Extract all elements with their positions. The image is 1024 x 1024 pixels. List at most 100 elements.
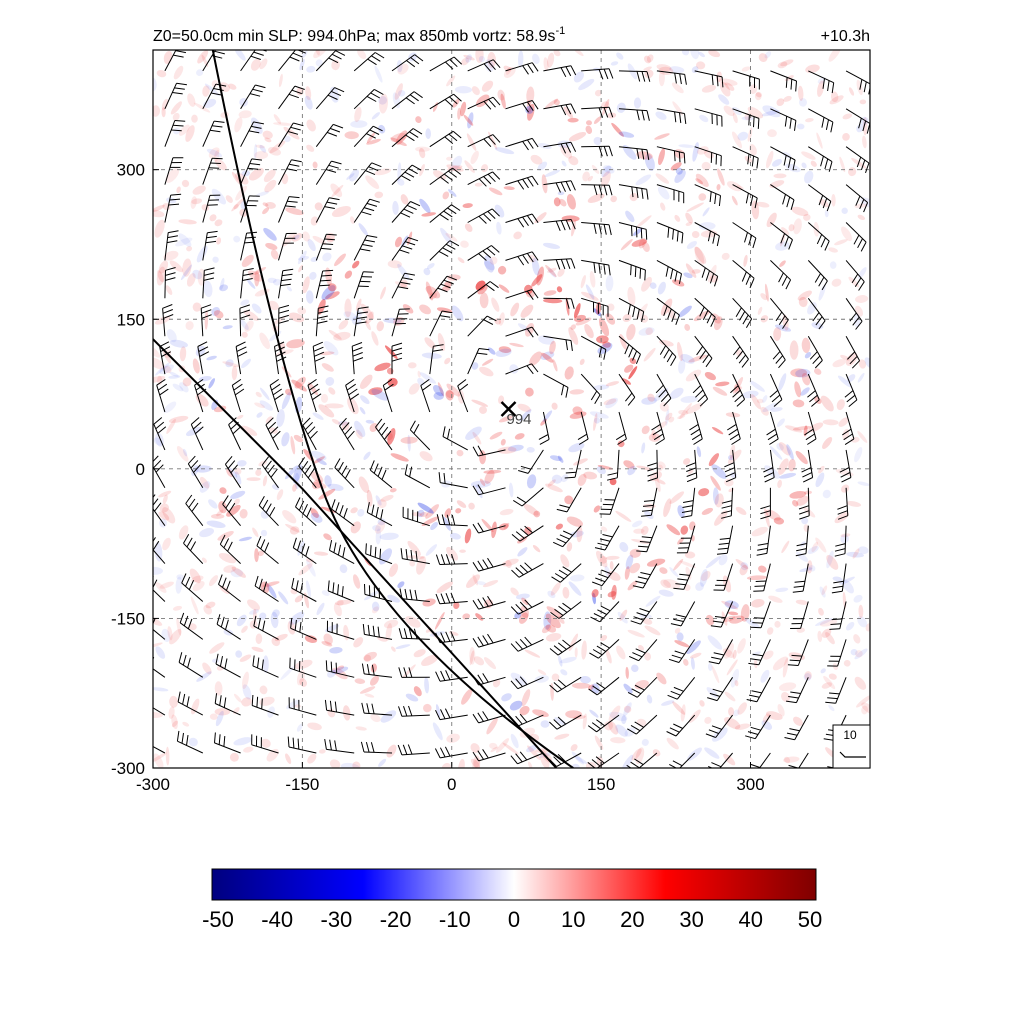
wind-barb [581, 68, 614, 80]
vorticity-cell [482, 358, 494, 366]
barb-feather [292, 52, 303, 58]
barb-feather [278, 314, 289, 319]
barb-feather [560, 220, 566, 231]
barb-feather [302, 417, 311, 426]
vorticity-cell [669, 491, 685, 504]
barb-feather [805, 433, 815, 441]
wind-barb [398, 705, 430, 717]
barb-feather [445, 593, 451, 604]
barb-feather [709, 191, 712, 203]
barb-feather [674, 73, 677, 84]
barb-staff [732, 222, 757, 239]
vorticity-cell [593, 136, 602, 146]
barb-feather [696, 346, 704, 356]
wind-barb [594, 525, 620, 551]
barb-feather [570, 142, 577, 152]
barb-feather [526, 328, 534, 338]
wind-barb [710, 601, 734, 628]
barb-feather [789, 118, 792, 129]
barb-feather [705, 770, 715, 774]
barb-feather [570, 258, 576, 269]
vorticity-cell [843, 659, 851, 667]
vorticity-cell [804, 170, 814, 184]
wind-barb [391, 54, 424, 72]
vorticity-cell [317, 298, 326, 315]
barb-feather [786, 770, 796, 773]
barb-feather [739, 311, 746, 321]
barb-feather [380, 509, 384, 520]
barb-feather [317, 310, 329, 314]
barb-feather [341, 465, 348, 476]
barb-feather [818, 276, 825, 287]
vorticity-cell [333, 603, 342, 617]
vorticity-cell [734, 680, 739, 687]
vorticity-cell [681, 50, 690, 56]
barb-feather [669, 727, 680, 733]
vorticity-cell [524, 649, 541, 658]
vorticity-cell [229, 752, 239, 762]
vorticity-cell [484, 470, 495, 484]
y-tick-label: -300 [111, 759, 145, 778]
vorticity-cell [635, 174, 652, 186]
wind-barb [398, 667, 430, 678]
barb-feather [447, 428, 451, 440]
vorticity-cell [636, 215, 652, 228]
vorticity-cell [182, 721, 190, 727]
vorticity-cell [254, 288, 270, 297]
barb-feather [299, 621, 302, 633]
barb-feather [442, 247, 453, 254]
barb-feather [852, 316, 860, 326]
barb-feather [281, 278, 292, 282]
wind-barb [429, 167, 462, 186]
barb-feather [557, 753, 566, 762]
vorticity-cell [167, 626, 173, 641]
barb-feather [796, 548, 807, 552]
vorticity-cell [419, 451, 433, 462]
wind-barb [164, 267, 176, 299]
vorticity-cell [243, 746, 254, 753]
barb-feather [630, 724, 641, 732]
barb-feather [332, 582, 335, 593]
barb-feather [317, 320, 328, 324]
wind-barb [618, 222, 648, 240]
vorticity-cell [464, 160, 475, 173]
barb-feather [197, 388, 207, 396]
barb-feather [627, 728, 637, 735]
vorticity-cell [327, 283, 337, 292]
vorticity-cell [303, 592, 310, 609]
vorticity-cell [698, 488, 710, 497]
vorticity-cell [610, 737, 626, 744]
barb-feather [591, 722, 601, 730]
barb-feather [742, 314, 749, 325]
vorticity-cell [642, 241, 650, 252]
vorticity-cell [821, 682, 833, 689]
barb-feather [391, 352, 403, 357]
barb-feather [666, 352, 673, 363]
vorticity-cell [442, 516, 452, 531]
barb-feather [592, 581, 603, 587]
vorticity-cell [608, 720, 619, 735]
barb-feather [410, 57, 420, 65]
vorticity-cell [641, 276, 652, 292]
barb-feather [539, 438, 550, 445]
vorticity-cell [163, 365, 172, 374]
wind-barb [265, 417, 281, 451]
barb-feather [751, 690, 762, 694]
barb-feather [482, 559, 489, 569]
barb-feather [570, 65, 577, 76]
barb-feather [487, 557, 494, 568]
barb-feather [788, 157, 792, 168]
vorticity-cell [541, 624, 552, 634]
vorticity-cell [509, 342, 524, 348]
vorticity-cell [264, 137, 272, 143]
vorticity-cell [736, 349, 743, 357]
barb-feather [413, 628, 418, 640]
barb-feather [557, 679, 567, 688]
barb-feather [153, 537, 156, 543]
wind-barb [670, 601, 696, 627]
barb-feather [405, 134, 415, 142]
barb-feather [349, 393, 360, 401]
barb-feather [526, 215, 534, 225]
barb-feather [747, 767, 749, 768]
wind-barb [732, 184, 758, 209]
